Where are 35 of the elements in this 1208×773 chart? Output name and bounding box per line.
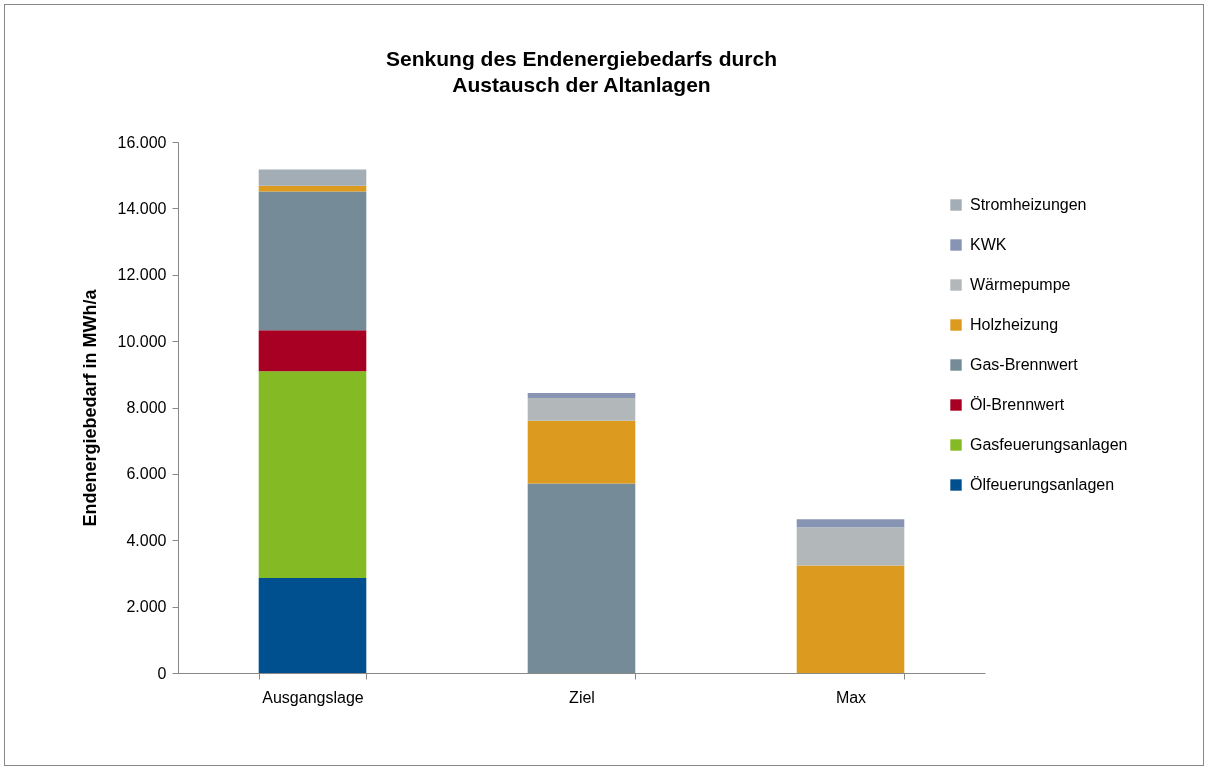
y-tick-label: 12.000	[117, 266, 167, 284]
bar	[796, 519, 905, 528]
x-tick-label: Max	[835, 688, 867, 706]
text: Senkung des Endenergiebedarfs durch	[386, 47, 777, 70]
bar	[796, 565, 905, 673]
y-tick-label: 16.000	[117, 133, 167, 151]
bar	[796, 527, 905, 566]
legend-label: Gasfeuerungsanlagen	[970, 436, 1128, 453]
bar	[258, 169, 367, 186]
bar	[258, 371, 367, 579]
y-tick-label: 0	[157, 664, 167, 682]
bar	[527, 420, 636, 484]
x-tick-label: Ausgangslage	[262, 688, 364, 706]
y-tick-label: 6.000	[126, 465, 167, 483]
y-tick-label: 14.000	[117, 199, 167, 217]
legend-label: KWK	[970, 236, 1007, 253]
bar	[258, 330, 367, 372]
bar	[258, 191, 367, 331]
legend-label: Wärmepumpe	[970, 276, 1071, 293]
y-tick-label: 8.000	[126, 399, 167, 416]
legend-label: Holzheizung	[970, 316, 1059, 333]
legend-label: Ölfeuerungsanlagen	[970, 476, 1115, 493]
bar	[527, 392, 636, 398]
y-tick-label: 2.000	[126, 598, 167, 616]
text: Austausch der Altanlagen	[452, 73, 711, 96]
y-tick-label: 10.000	[117, 332, 167, 350]
legend-label: Stromheizungen	[970, 196, 1087, 213]
bar	[527, 483, 636, 673]
bar	[527, 397, 636, 421]
y-tick-label: 4.000	[126, 531, 167, 549]
bar	[258, 578, 367, 673]
legend-label: Öl-Brennwert	[970, 396, 1065, 413]
x-tick-label: Ziel	[569, 688, 595, 706]
legend-label: Gas-Brennwert	[970, 356, 1079, 373]
y-axis-title: Endenergiebedarf in MWh/a	[79, 288, 100, 527]
